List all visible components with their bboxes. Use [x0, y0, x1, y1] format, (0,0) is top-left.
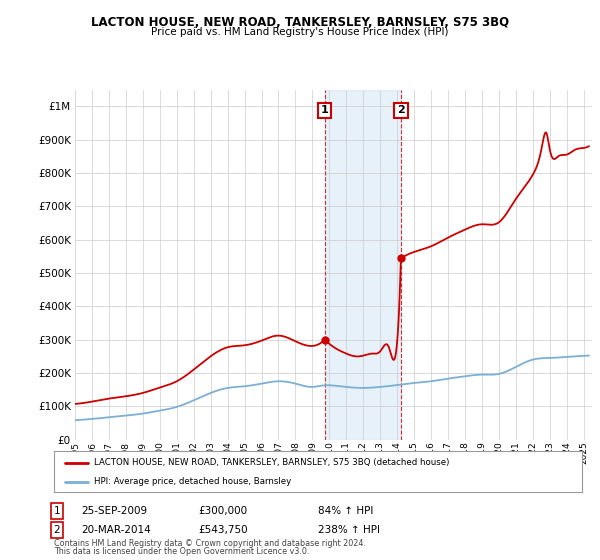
- Text: HPI: Average price, detached house, Barnsley: HPI: Average price, detached house, Barn…: [94, 477, 291, 486]
- Text: 25-SEP-2009: 25-SEP-2009: [81, 506, 147, 516]
- Text: £300,000: £300,000: [198, 506, 247, 516]
- Bar: [325, 90, 401, 440]
- Text: 2: 2: [53, 525, 61, 535]
- Text: 238% ↑ HPI: 238% ↑ HPI: [318, 525, 380, 535]
- Text: 2: 2: [397, 105, 405, 115]
- Text: 84% ↑ HPI: 84% ↑ HPI: [318, 506, 373, 516]
- Text: 1: 1: [53, 506, 61, 516]
- Text: £543,750: £543,750: [198, 525, 248, 535]
- Text: LACTON HOUSE, NEW ROAD, TANKERSLEY, BARNSLEY, S75 3BQ (detached house): LACTON HOUSE, NEW ROAD, TANKERSLEY, BARN…: [94, 458, 449, 467]
- Text: LACTON HOUSE, NEW ROAD, TANKERSLEY, BARNSLEY, S75 3BQ: LACTON HOUSE, NEW ROAD, TANKERSLEY, BARN…: [91, 16, 509, 29]
- Text: 20-MAR-2014: 20-MAR-2014: [81, 525, 151, 535]
- Text: This data is licensed under the Open Government Licence v3.0.: This data is licensed under the Open Gov…: [54, 547, 310, 556]
- Text: Price paid vs. HM Land Registry's House Price Index (HPI): Price paid vs. HM Land Registry's House …: [151, 27, 449, 37]
- Text: 1: 1: [321, 105, 329, 115]
- Text: Contains HM Land Registry data © Crown copyright and database right 2024.: Contains HM Land Registry data © Crown c…: [54, 539, 366, 548]
